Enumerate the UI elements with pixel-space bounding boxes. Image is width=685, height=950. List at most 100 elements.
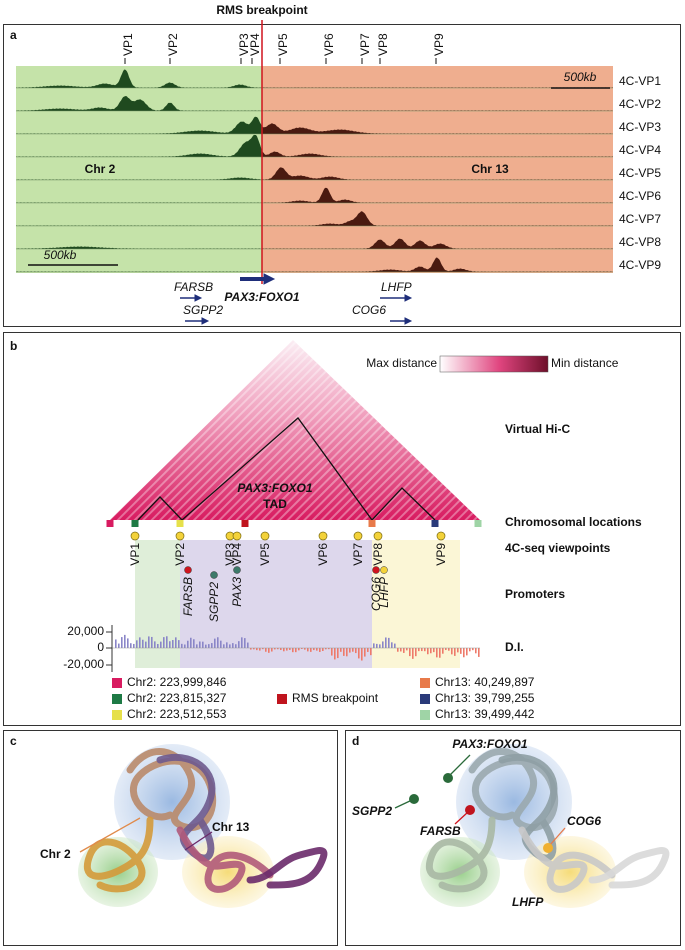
breakpoint-label: RMS breakpoint [216, 3, 307, 17]
di-bar [184, 644, 186, 648]
gene-marker [543, 843, 553, 853]
vp-label: VP6 [316, 543, 330, 566]
di-bar [274, 648, 276, 650]
di-bar [289, 648, 291, 650]
vp-label: VP1 [121, 33, 135, 56]
track-signal [16, 69, 262, 88]
di-bar [163, 637, 165, 648]
vp-marker [260, 531, 270, 541]
chr-label: Chr 2 [40, 847, 71, 861]
fusion-label: PAX3:FOXO1 [452, 737, 527, 751]
di-bar [460, 648, 462, 654]
di-bar [118, 643, 120, 648]
di-bar [220, 640, 222, 648]
track-signal [262, 150, 613, 157]
tad-label: TAD [263, 497, 287, 511]
di-bar [373, 643, 375, 648]
chromatin-tube [588, 847, 670, 889]
pointer [184, 831, 213, 851]
row-label: 4C-seq viewpoints [505, 541, 611, 555]
track-label: 4C-VP5 [619, 166, 661, 180]
vp-marker [130, 531, 140, 541]
di-bar [157, 643, 159, 648]
gene-marker [409, 794, 419, 804]
chr-label: Chr 13 [212, 820, 250, 834]
di-bar [193, 639, 195, 648]
di-bar [262, 648, 264, 650]
di-bar [217, 637, 219, 648]
di-bar [172, 640, 174, 648]
di-bar [343, 648, 345, 656]
pointer [454, 811, 469, 825]
di-bar [463, 648, 465, 658]
location-marker [431, 520, 439, 527]
promoter-marker [380, 566, 388, 574]
di-bar [367, 648, 369, 652]
track-label: 4C-VP6 [619, 189, 661, 203]
di-bar [391, 642, 393, 648]
di-bar [223, 644, 225, 648]
di-bar [136, 640, 138, 648]
vp-label: VP4 [248, 33, 262, 56]
chromatin-tube [246, 847, 328, 889]
di-bar [379, 644, 381, 648]
chr-label: Chr 13 [471, 162, 509, 176]
gene-arrows [180, 273, 413, 325]
di-bar [244, 638, 246, 648]
di-bar [259, 648, 261, 651]
pointer [394, 799, 413, 809]
vp-marker [232, 531, 242, 541]
di-bar [337, 648, 339, 659]
di-bar [403, 648, 405, 653]
track-label: 4C-VP2 [619, 97, 661, 111]
panel-label: c [10, 734, 17, 748]
di-bar [355, 648, 357, 654]
vp-label: VP6 [322, 33, 336, 56]
di-bar [430, 648, 432, 654]
di-bar [328, 648, 330, 650]
vp-label: VP3 [223, 543, 237, 566]
promoter-label: COG6 [369, 577, 383, 611]
di-bar [232, 643, 234, 648]
location-marker [474, 520, 482, 527]
di-tick-label: -20,000 [63, 657, 104, 671]
legend-swatch [277, 694, 287, 704]
di-bar [145, 641, 147, 648]
vp-label: VP2 [166, 33, 180, 56]
di-bar [196, 644, 198, 648]
track-signal [16, 116, 262, 134]
chr2-region [16, 66, 262, 273]
legend-label: RMS breakpoint [292, 691, 379, 705]
di-tick-label: 0 [97, 640, 104, 654]
di-bar [175, 637, 177, 648]
di-bar [133, 643, 135, 648]
promoter-marker [184, 566, 192, 574]
di-bar [316, 648, 318, 651]
di-bar [208, 644, 210, 648]
di-bar [160, 641, 162, 648]
di-bar [412, 648, 414, 659]
panel-b-box [3, 332, 681, 726]
di-bar [466, 648, 468, 656]
di-bar [298, 648, 300, 651]
di-bar [397, 648, 399, 652]
track-label: 4C-VP9 [619, 258, 661, 272]
panel-label: b [10, 339, 17, 353]
legend-swatch [420, 694, 430, 704]
legend-label: Chr13: 39,799,255 [435, 691, 535, 705]
di-bar [181, 643, 183, 648]
di-bar [415, 648, 417, 657]
di-bar [478, 648, 480, 657]
di-bar [121, 637, 123, 648]
di-bar [310, 648, 312, 652]
di-bar [361, 648, 363, 661]
chromatin-tube [468, 748, 559, 832]
colorbar-label: Max distance [366, 356, 437, 370]
di-bar [154, 641, 156, 648]
di-bar [319, 648, 321, 652]
row-label: Chromosomal locations [505, 515, 642, 529]
di-bar [439, 648, 441, 658]
di-bar [382, 641, 384, 648]
di-bar [421, 648, 423, 652]
